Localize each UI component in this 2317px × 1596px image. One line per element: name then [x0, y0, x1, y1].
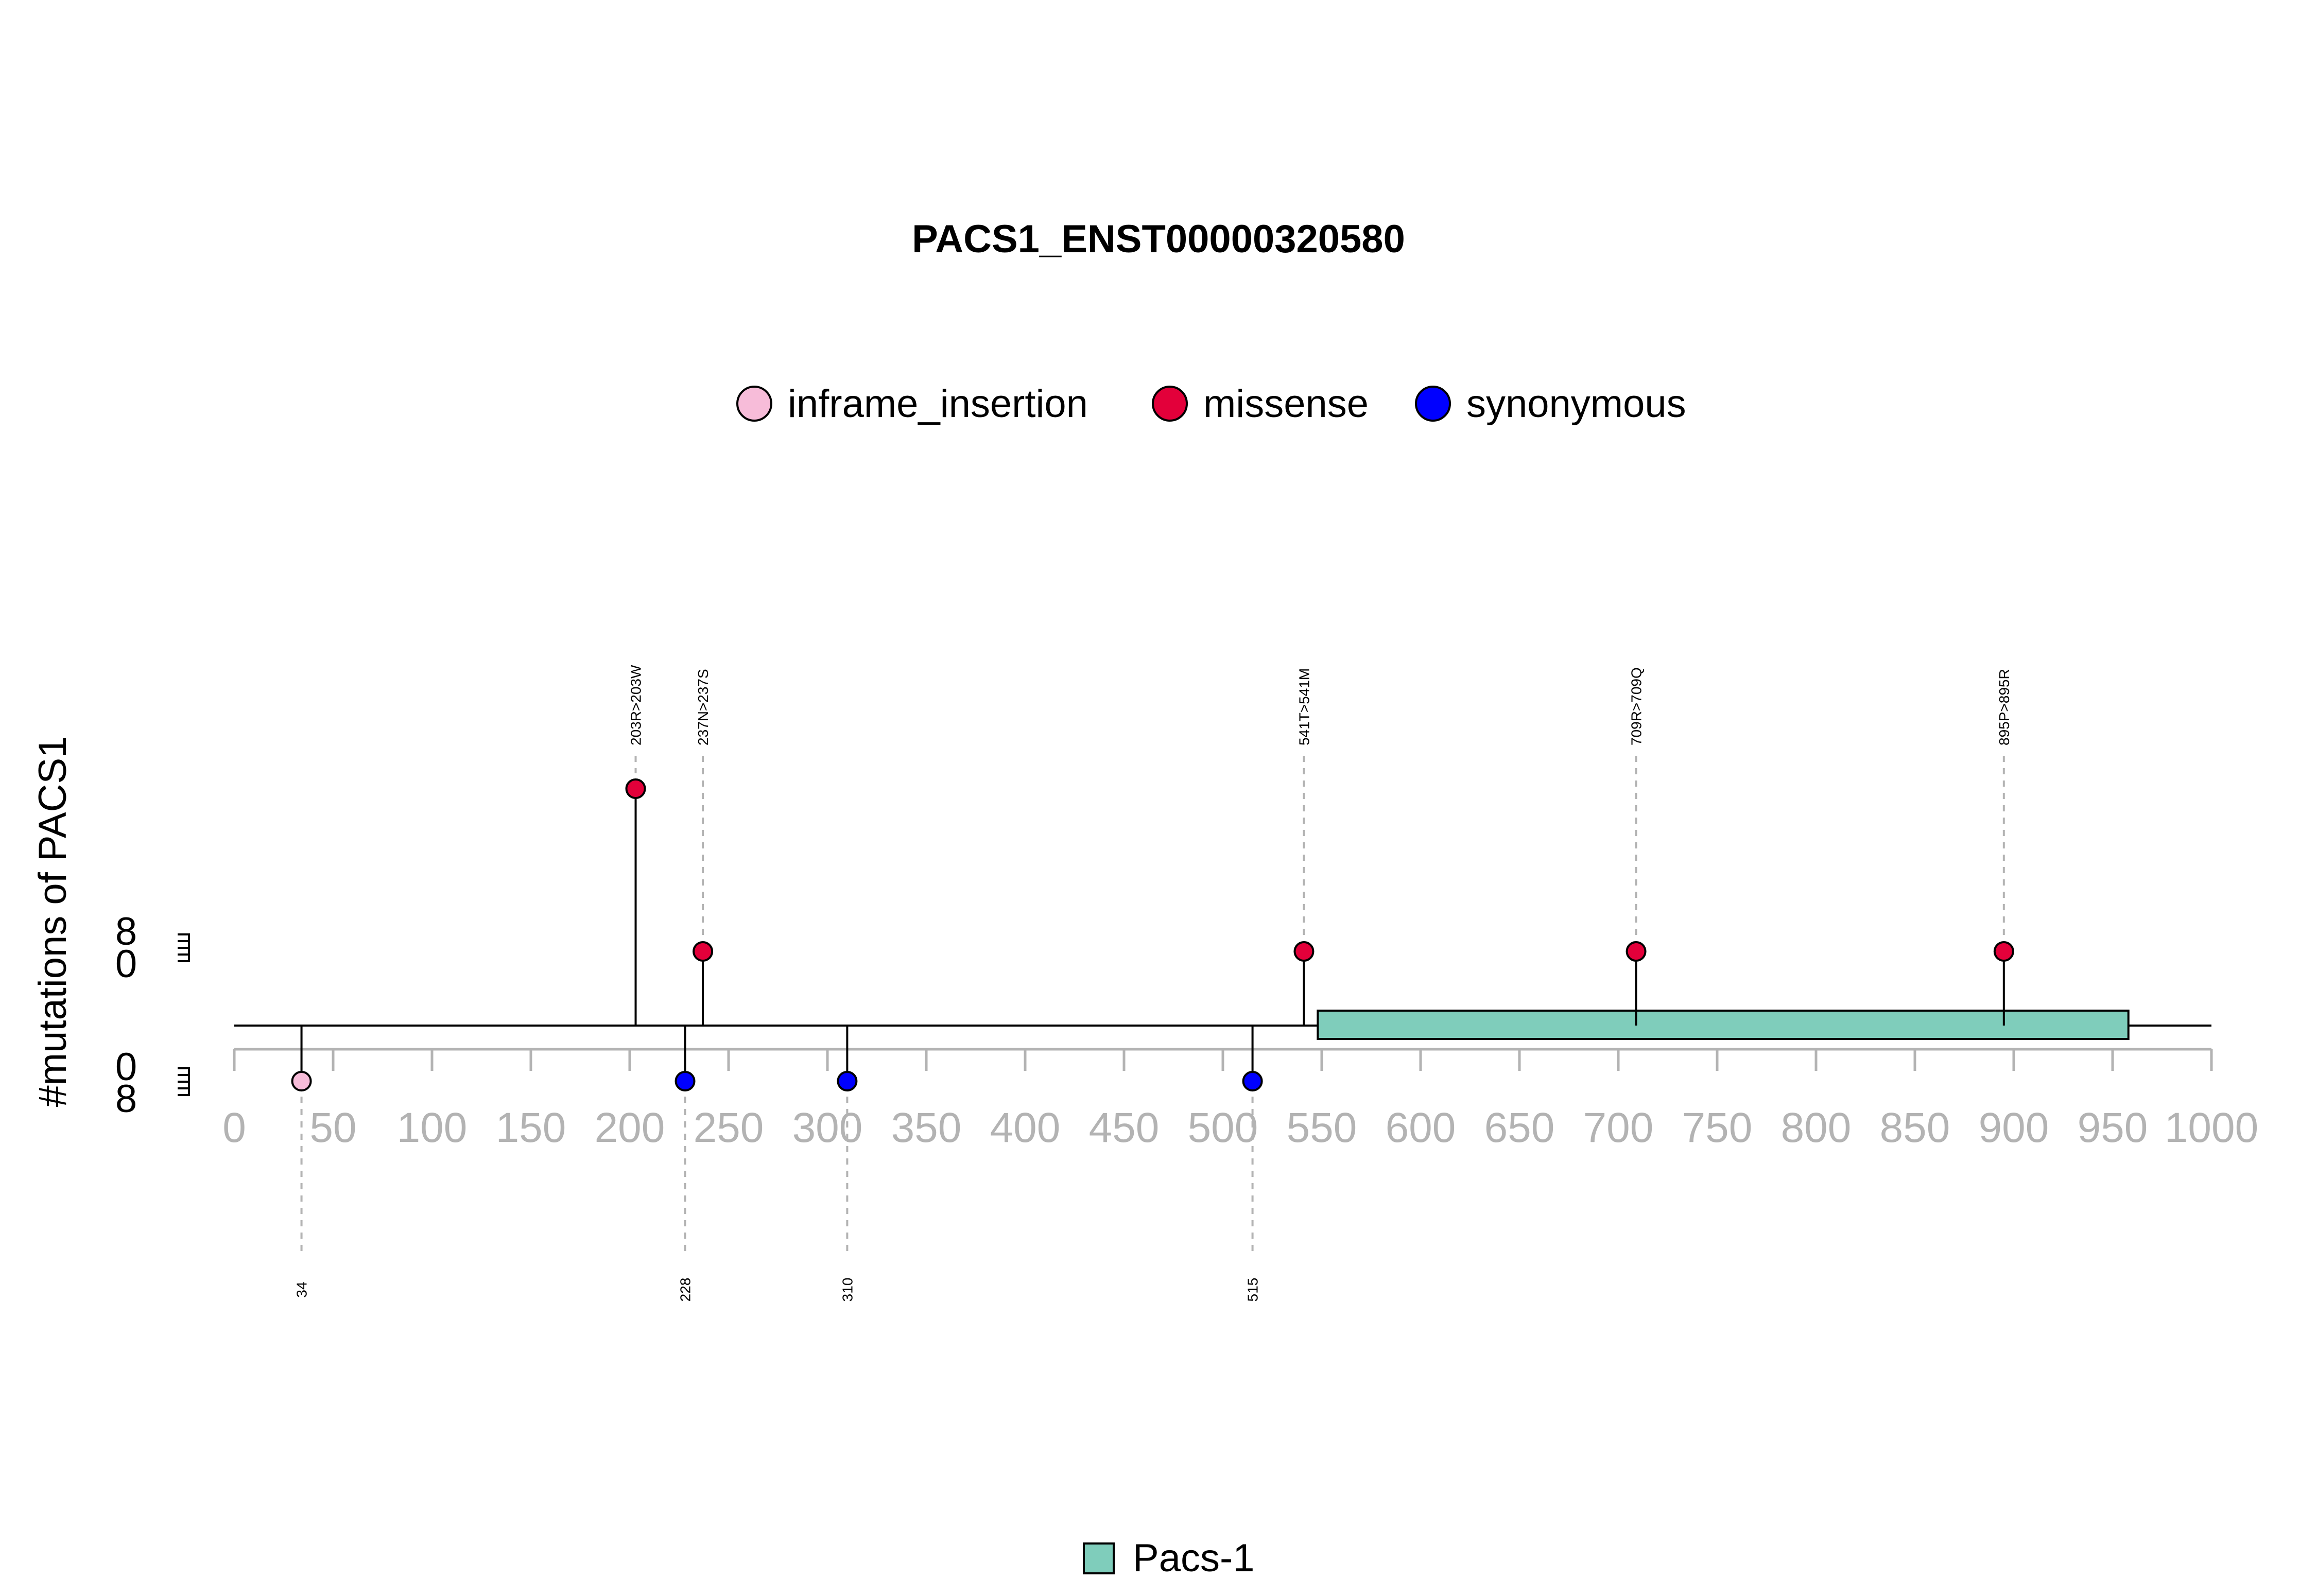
x-tick-label: 650: [1484, 1104, 1555, 1151]
x-tick-label: 900: [1979, 1104, 2049, 1151]
x-tick-label: 700: [1583, 1104, 1654, 1151]
x-tick-label: 300: [792, 1104, 863, 1151]
x-tick-label: 150: [496, 1104, 566, 1151]
domain-legend-swatch: [1083, 1542, 1115, 1574]
mutation-label: 709R>709Q: [1629, 667, 1645, 745]
x-tick-label: 100: [397, 1104, 468, 1151]
legend-marker-missense: [1152, 386, 1188, 422]
mutation-label: 237N>237S: [695, 669, 711, 745]
mutation-point-missense: [1626, 941, 1647, 962]
x-tick-label: 750: [1682, 1104, 1753, 1151]
chart-title: PACS1_ENST00000320580: [912, 217, 1405, 261]
mutation-point-missense: [693, 941, 714, 962]
mutation-point-inframe_insertion: [291, 1071, 312, 1091]
mutation-point-synonymous: [1242, 1071, 1263, 1091]
x-tick-label: 350: [891, 1104, 962, 1151]
y-tick-label: 0: [115, 1045, 137, 1089]
x-tick-label: 600: [1386, 1104, 1456, 1151]
mutation-label: 515: [1245, 1278, 1261, 1302]
mutation-label: 541T>541M: [1296, 668, 1312, 745]
mutation-label: 34: [294, 1281, 310, 1297]
x-tick-label: 250: [694, 1104, 764, 1151]
domain-pacs-1: [1317, 1010, 2130, 1040]
x-tick-label: 450: [1089, 1104, 1160, 1151]
mutation-point-synonymous: [675, 1071, 696, 1091]
x-tick-label: 400: [990, 1104, 1061, 1151]
mutation-label: 895P>895R: [1996, 669, 2012, 745]
x-tick-label: 1000: [2165, 1104, 2258, 1151]
domain-legend-label: Pacs-1: [1133, 1536, 1255, 1580]
x-tick-label: 850: [1880, 1104, 1950, 1151]
x-tick-label: 50: [309, 1104, 356, 1151]
mutation-point-missense: [625, 778, 646, 799]
mutation-label: 310: [839, 1278, 855, 1302]
x-tick-label: 950: [2078, 1104, 2148, 1151]
mutation-label: 203R>203W: [628, 665, 644, 745]
x-tick-label: 500: [1188, 1104, 1258, 1151]
legend-marker-inframe_insertion: [736, 386, 772, 422]
legend-label-missense: missense: [1203, 382, 1369, 426]
plot-area: 0 50 100 150 200 250 300 350 400 450 500 550 600 650 7…: [115, 665, 2258, 1302]
domain-legend: Pacs-1: [1083, 1536, 1255, 1580]
x-tick-label: 0: [222, 1104, 246, 1151]
legend-marker-synonymous: [1415, 386, 1451, 422]
mutation-point-missense: [1993, 941, 2014, 962]
y-tick-label: 8: [115, 910, 137, 953]
x-tick-label: 800: [1781, 1104, 1852, 1151]
mutation-type-legend: inframe_insertion missense synonymous: [736, 382, 1686, 426]
mutation-label: 228: [678, 1278, 694, 1302]
y-tick-label: 0: [115, 942, 137, 986]
y-axis-label: #mutations of PACS1: [31, 736, 75, 1107]
mutation-point-synonymous: [837, 1071, 858, 1091]
mutation-point-missense: [1293, 941, 1315, 962]
x-tick-label: 550: [1287, 1104, 1357, 1151]
y-tick-label: 8: [115, 1077, 137, 1121]
legend-label-synonymous: synonymous: [1466, 382, 1686, 426]
x-tick-label: 200: [595, 1104, 665, 1151]
legend-label-inframe_insertion: inframe_insertion: [788, 382, 1088, 426]
